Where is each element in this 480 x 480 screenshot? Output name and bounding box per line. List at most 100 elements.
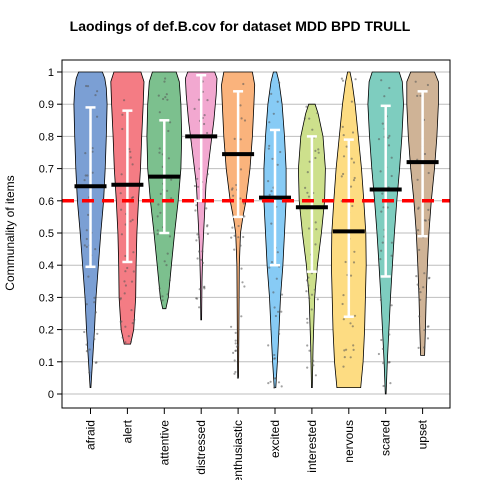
data-point [203, 114, 206, 117]
data-point [237, 236, 240, 239]
data-point [310, 293, 314, 296]
data-point [273, 306, 276, 309]
data-point [86, 174, 89, 177]
data-point [94, 311, 97, 314]
data-point [168, 235, 172, 238]
y-tick-label: 0.5 [39, 228, 54, 240]
data-point [195, 239, 198, 242]
data-point [169, 121, 172, 124]
data-point [277, 310, 280, 313]
data-point [235, 345, 238, 348]
data-point [313, 288, 316, 291]
x-tick-label-upset: upset [416, 419, 430, 449]
data-point [236, 376, 239, 379]
data-point [158, 111, 161, 114]
data-point [279, 150, 282, 154]
data-point [198, 250, 201, 253]
data-point [96, 332, 99, 335]
data-point [414, 80, 417, 83]
data-point [239, 197, 242, 200]
data-point [231, 226, 234, 229]
data-point [387, 136, 390, 139]
data-point [415, 275, 418, 278]
y-tick-label: 0.1 [39, 357, 54, 369]
data-point [129, 156, 132, 159]
y-tick-label: 0.8 [39, 131, 54, 143]
data-point [274, 314, 277, 318]
data-point [342, 172, 345, 176]
data-point [423, 272, 426, 275]
x-tick-label-nervous: nervous [342, 420, 356, 463]
data-point [388, 361, 391, 364]
data-point [272, 112, 275, 115]
data-point [314, 243, 317, 246]
data-point [342, 155, 346, 158]
data-point [349, 274, 353, 277]
data-point [85, 229, 88, 232]
data-point [306, 366, 309, 369]
data-point [349, 185, 353, 188]
data-point [423, 346, 426, 349]
data-point [121, 113, 124, 116]
data-point [273, 357, 276, 360]
data-point [96, 115, 99, 118]
violin-excited [259, 71, 291, 389]
data-point [91, 147, 94, 150]
data-point [350, 100, 353, 103]
data-point [278, 81, 281, 84]
data-point [233, 248, 236, 251]
data-point [340, 175, 343, 178]
data-point [124, 284, 127, 287]
data-point [383, 95, 386, 98]
data-point [85, 343, 88, 346]
data-point [316, 298, 319, 301]
data-point [351, 131, 355, 134]
data-point [201, 261, 205, 264]
data-point [203, 122, 206, 126]
data-point [123, 280, 126, 283]
data-point [242, 82, 245, 86]
data-point [164, 96, 167, 99]
data-point [342, 318, 345, 321]
data-point [83, 330, 86, 334]
data-point [163, 80, 166, 83]
data-point [352, 261, 356, 264]
data-point [341, 79, 345, 82]
plot-frame [61, 59, 451, 409]
data-point [124, 341, 127, 344]
data-point [159, 211, 162, 214]
data-point [268, 193, 271, 196]
data-point [91, 150, 94, 153]
data-point [423, 328, 426, 332]
data-point [422, 286, 425, 289]
violin-body [221, 71, 256, 379]
x-tick-label-interested: interested [305, 420, 319, 473]
data-point [239, 168, 243, 171]
data-point [86, 85, 90, 88]
data-point [85, 245, 88, 248]
data-point [241, 281, 244, 284]
data-point [270, 190, 273, 193]
data-point [276, 100, 279, 103]
data-point [417, 287, 421, 290]
data-point [344, 260, 347, 264]
data-point [157, 94, 160, 97]
data-point [201, 250, 204, 253]
violins [73, 71, 439, 395]
data-point [193, 184, 196, 188]
data-point [158, 151, 161, 154]
data-point [123, 99, 126, 102]
data-point [93, 301, 96, 304]
data-point [87, 213, 90, 216]
data-point [354, 78, 357, 81]
data-point [119, 192, 122, 195]
data-point [317, 151, 320, 154]
data-point [417, 229, 420, 232]
data-point [310, 308, 313, 311]
data-point [303, 117, 306, 120]
data-point [239, 244, 242, 247]
data-point [317, 148, 320, 151]
data-point [267, 344, 270, 347]
data-point [379, 298, 382, 302]
